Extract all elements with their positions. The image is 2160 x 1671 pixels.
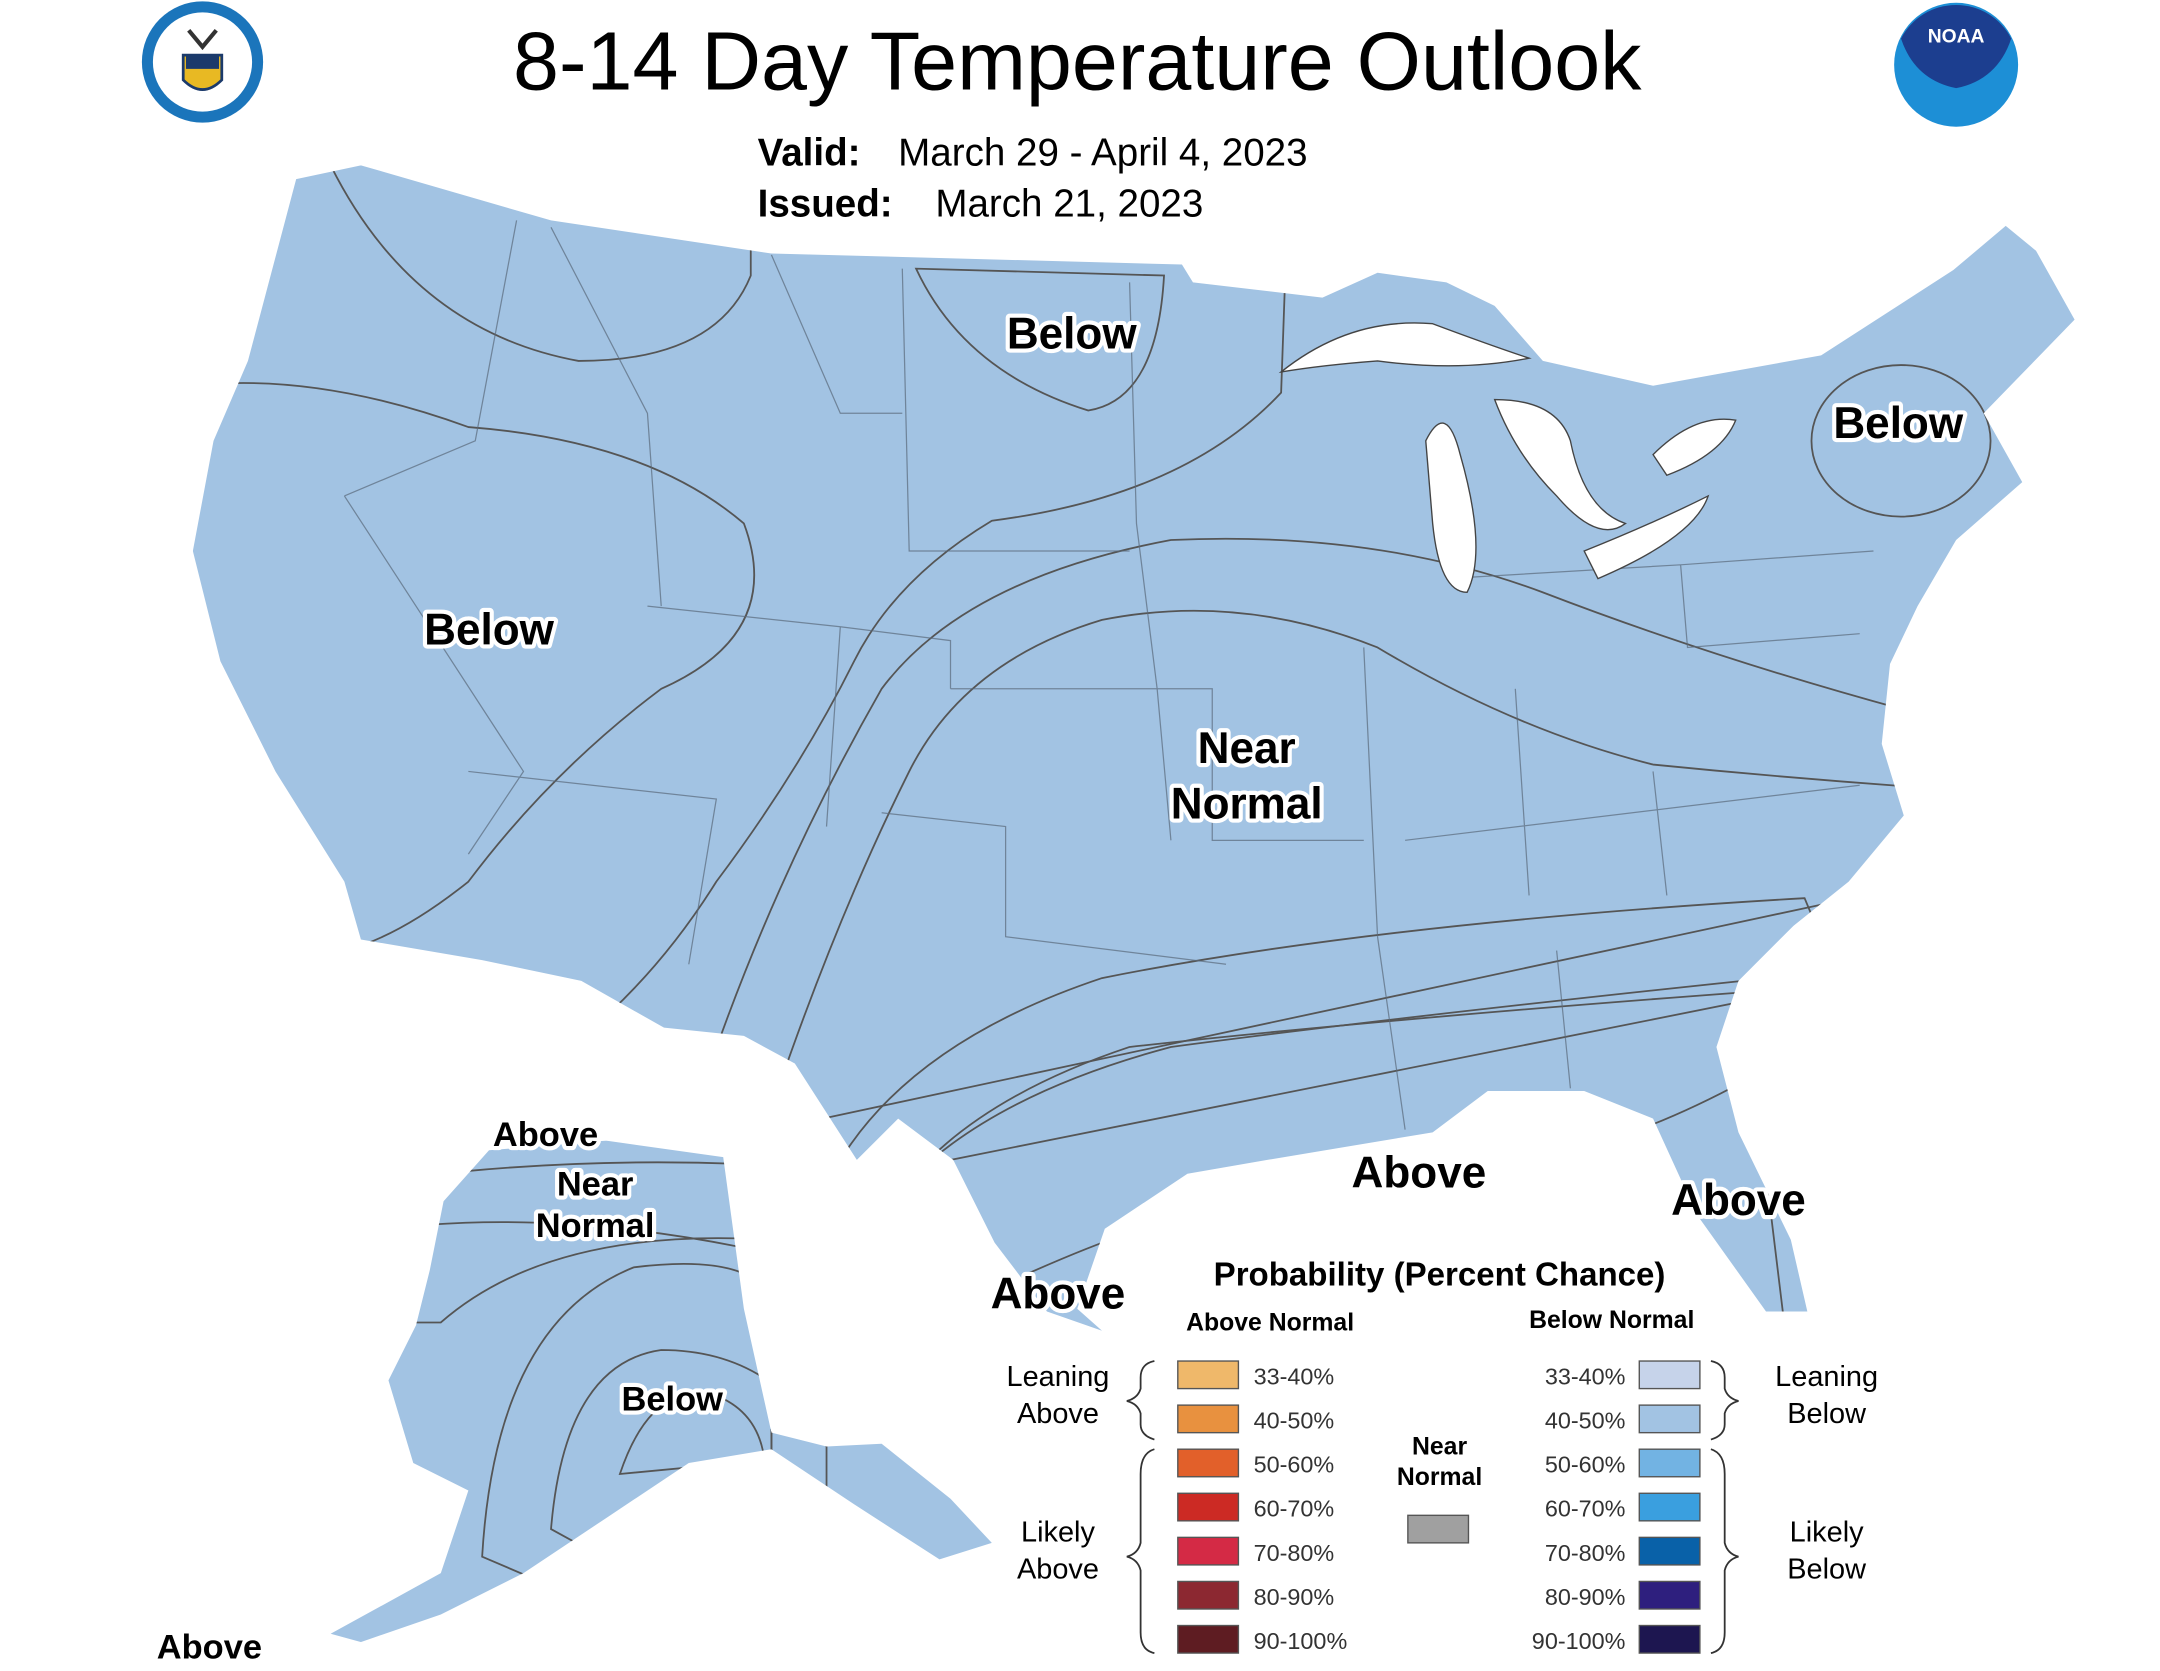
label-ak-above-south: Above: [157, 1629, 262, 1667]
label-dakota-below: Below: [1007, 310, 1138, 359]
label-near-normal-1: Near: [1198, 724, 1296, 773]
legend-label-below-90-100%: 90-100%: [1532, 1628, 1626, 1654]
region-below-50-60-west: [192, 165, 1296, 1062]
legend-swatch-below-90-100%: [1638, 1624, 1701, 1654]
legend-label-below-33-40%: 33-40%: [1545, 1363, 1626, 1389]
region-below-40-50-north: [329, 165, 752, 362]
label-ak-above-north: Above: [493, 1116, 598, 1154]
region-above-40-50: [880, 979, 1792, 1331]
label-west-below: Below: [424, 606, 555, 655]
legend-label-below-40-50%: 40-50%: [1545, 1408, 1626, 1434]
legend-swatch-below-80-90%: [1638, 1580, 1701, 1610]
legend-label-below-50-60%: 50-60%: [1545, 1452, 1626, 1478]
legend-swatch-below-60-70%: [1638, 1492, 1701, 1522]
legend-likely-below-2: Below: [1787, 1554, 1866, 1586]
issued-date: March 21, 2023: [935, 182, 1203, 225]
legend-swatch-below-50-60%: [1638, 1448, 1701, 1478]
noaa-logo: NOAA: [1894, 2, 2019, 127]
noaa-logo-text: NOAA: [1928, 27, 1985, 48]
valid-dates: March 29 - April 4, 2023: [898, 131, 1307, 174]
legend-swatch-above-90-100%: [1177, 1624, 1240, 1654]
region-below-33-40: [701, 537, 1930, 1131]
legend: Probability (Percent Chance) Above Norma…: [1007, 1256, 1878, 1654]
legend-swatch-above-40-50%: [1177, 1404, 1240, 1434]
legend-swatch-above-70-80%: [1177, 1536, 1240, 1566]
legend-near-normal-1: Near: [1412, 1434, 1467, 1461]
legend-swatch-above-80-90%: [1177, 1580, 1240, 1610]
legend-leaning-below-2: Below: [1787, 1398, 1866, 1430]
label-texas-above: Above: [991, 1270, 1126, 1319]
region-above-33-40: [825, 897, 1834, 1200]
legend-label-above-60-70%: 60-70%: [1254, 1496, 1335, 1522]
great-lakes: [1278, 322, 1737, 594]
legend-swatch-above-60-70%: [1177, 1492, 1240, 1522]
legend-likely-above-2: Above: [1017, 1554, 1099, 1586]
region-near-normal: [777, 609, 1930, 1186]
region-below-50-60-northeast: [1810, 364, 1992, 518]
legend-label-above-33-40%: 33-40%: [1254, 1363, 1335, 1389]
legend-below-header: Below Normal: [1529, 1307, 1694, 1334]
commerce-seal-logo: [141, 1, 264, 123]
label-ak-near-2: Normal: [536, 1207, 655, 1245]
label-northeast-below: Below: [1833, 399, 1964, 448]
region-below-60-70-dakota: [914, 267, 1165, 412]
legend-swatch-above-33-40%: [1177, 1360, 1240, 1390]
label-ak-below: Below: [622, 1381, 724, 1419]
valid-label: Valid:: [758, 131, 861, 174]
legend-likely-below-1: Likely: [1790, 1516, 1864, 1548]
label-gulf-above: Above: [1352, 1148, 1487, 1197]
legend-likely-above-1: Likely: [1021, 1516, 1095, 1548]
legend-near-normal-2: Normal: [1397, 1464, 1482, 1491]
legend-above-header: Above Normal: [1186, 1310, 1354, 1337]
legend-title: Probability (Percent Chance): [1214, 1256, 1666, 1293]
legend-swatch-below-70-80%: [1638, 1536, 1701, 1566]
legend-label-above-50-60%: 50-60%: [1254, 1452, 1335, 1478]
label-near-normal-2: Normal: [1171, 779, 1323, 828]
region-below-60-70-west: [192, 382, 756, 952]
legend-swatch-below-33-40%: [1638, 1360, 1701, 1390]
legend-braces: [1126, 1360, 1739, 1654]
legend-leaning-above-2: Above: [1017, 1398, 1099, 1430]
legend-label-below-80-90%: 80-90%: [1545, 1584, 1626, 1610]
legend-leaning-below-1: Leaning: [1775, 1361, 1878, 1393]
legend-label-above-80-90%: 80-90%: [1254, 1584, 1335, 1610]
legend-leaning-above-1: Leaning: [1007, 1361, 1110, 1393]
issued-label: Issued:: [758, 182, 893, 225]
legend-swatch-above-50-60%: [1177, 1448, 1240, 1478]
legend-label-above-40-50%: 40-50%: [1254, 1408, 1335, 1434]
label-ak-near-1: Near: [557, 1166, 634, 1204]
label-florida-above: Above: [1671, 1176, 1806, 1225]
legend-label-above-70-80%: 70-80%: [1254, 1540, 1335, 1566]
legend-label-above-90-100%: 90-100%: [1254, 1628, 1348, 1654]
legend-swatch-near-normal: [1407, 1514, 1470, 1544]
legend-label-below-60-70%: 60-70%: [1545, 1496, 1626, 1522]
legend-swatch-below-40-50%: [1638, 1404, 1701, 1434]
legend-label-below-70-80%: 70-80%: [1545, 1540, 1626, 1566]
page-title: 8-14 Day Temperature Outlook: [513, 15, 1642, 108]
